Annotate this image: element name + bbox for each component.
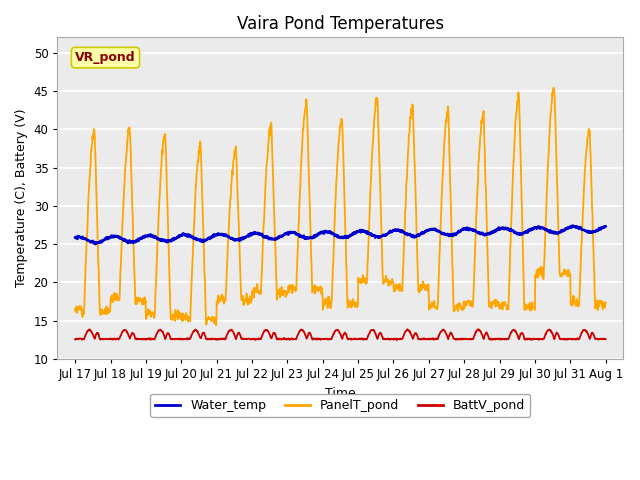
X-axis label: Time: Time [325, 386, 356, 399]
Legend: Water_temp, PanelT_pond, BattV_pond: Water_temp, PanelT_pond, BattV_pond [150, 394, 531, 417]
Title: Vaira Pond Temperatures: Vaira Pond Temperatures [237, 15, 444, 33]
Y-axis label: Temperature (C), Battery (V): Temperature (C), Battery (V) [15, 109, 28, 288]
Text: VR_pond: VR_pond [75, 51, 136, 64]
